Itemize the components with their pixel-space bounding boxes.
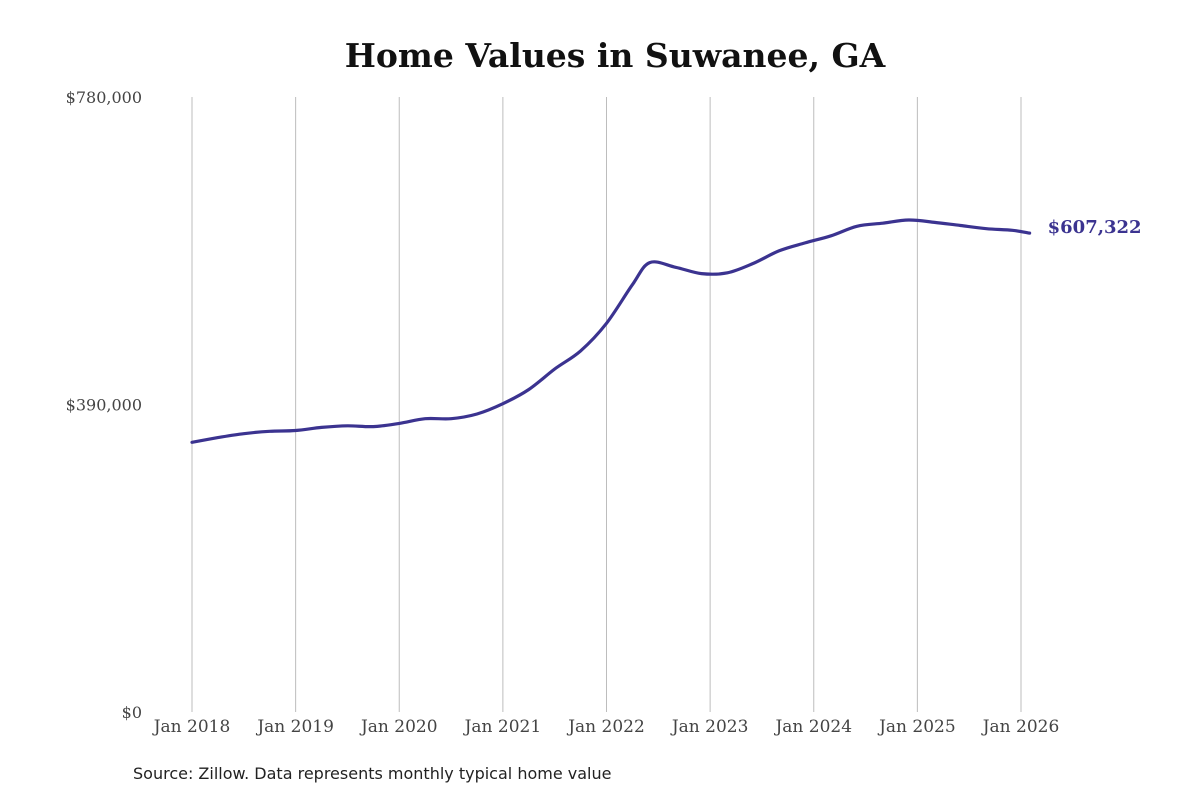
x-tick-label: Jan 2025 <box>877 717 956 737</box>
y-tick-label: $780,000 <box>66 88 142 107</box>
end-value-label: $607,322 <box>1048 217 1142 238</box>
y-tick-label: $0 <box>122 703 142 722</box>
x-tick-label: Jan 2023 <box>670 717 749 737</box>
grid-lines <box>191 97 1022 712</box>
chart-title: Home Values in Suwanee, GA <box>344 36 886 75</box>
x-tick-label: Jan 2022 <box>566 717 645 737</box>
series-layer: $607,322 <box>190 217 1142 444</box>
x-tick-label: Jan 2018 <box>152 717 231 737</box>
x-axis-ticks: Jan 2018 Jan 2019 Jan 2020 Jan 2021 Jan 2022… <box>152 717 1060 737</box>
y-tick-label: $390,000 <box>66 396 142 415</box>
series-line <box>190 218 1032 444</box>
x-tick-label: Jan 2026 <box>981 717 1060 737</box>
x-tick-label: Jan 2021 <box>463 717 542 737</box>
source-note: Source: Zillow. Data represents monthly … <box>133 764 612 783</box>
x-tick-label: Jan 2024 <box>773 717 852 737</box>
x-tick-label: Jan 2019 <box>255 717 334 737</box>
x-tick-label: Jan 2020 <box>359 717 438 737</box>
y-axis-ticks: $780,000 $390,000 $0 <box>66 88 142 722</box>
